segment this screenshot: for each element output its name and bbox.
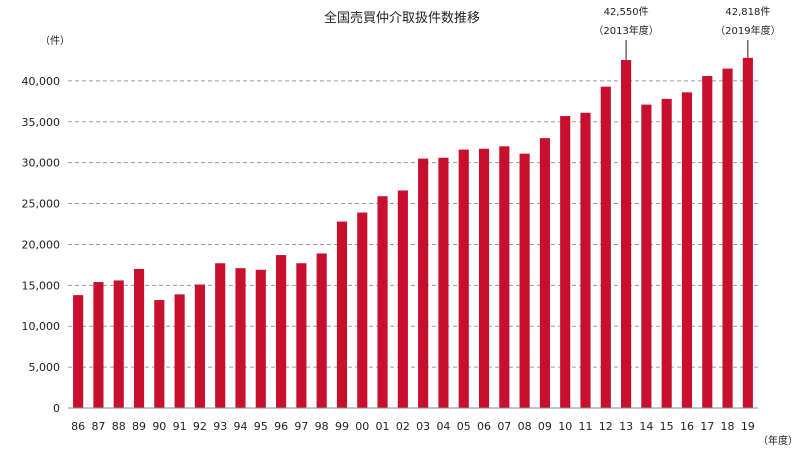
x-tick-label: 98 <box>315 420 329 433</box>
bar <box>458 149 469 409</box>
bar <box>93 282 104 408</box>
x-tick-label: 86 <box>71 420 85 433</box>
y-tick-label: 15,000 <box>22 279 61 292</box>
bar <box>661 98 672 408</box>
y-tick-label: 25,000 <box>22 198 61 211</box>
x-tick-label: 95 <box>254 420 268 433</box>
bar <box>539 138 550 408</box>
x-tick-label: 08 <box>518 420 532 433</box>
bar <box>397 190 408 408</box>
x-tick-label: 13 <box>619 420 633 433</box>
x-tick-label: 06 <box>477 420 491 433</box>
y-axis-ticks: 0 5,000 10,000 15,000 20,000 25,000 30,000 35,0… <box>22 75 61 415</box>
x-tick-label: 15 <box>660 420 674 433</box>
y-tick-label: 20,000 <box>22 238 61 251</box>
bar <box>418 158 429 408</box>
bar <box>255 269 266 408</box>
annotation-period-label: （2013年度） <box>593 24 658 37</box>
x-tick-label: 03 <box>416 420 430 433</box>
x-tick-label: 18 <box>721 420 735 433</box>
bar <box>519 153 530 408</box>
x-tick-label: 10 <box>558 420 572 433</box>
bar <box>174 294 185 408</box>
bar <box>154 300 165 408</box>
x-tick-label: 01 <box>376 420 390 433</box>
x-tick-label: 96 <box>274 420 288 433</box>
bar <box>681 92 693 409</box>
x-tick-label: 87 <box>91 420 105 433</box>
bar <box>215 263 226 408</box>
x-tick-label: 89 <box>132 420 146 433</box>
x-tick-label: 16 <box>680 420 694 433</box>
x-tick-label: 05 <box>457 420 471 433</box>
x-tick-label: 97 <box>294 420 308 433</box>
x-tick-label: 88 <box>112 420 126 433</box>
bar <box>194 284 205 408</box>
x-tick-label: 00 <box>355 420 369 433</box>
bar <box>73 295 84 408</box>
y-tick-label: 5,000 <box>29 361 61 374</box>
y-tick-label: 30,000 <box>22 157 61 170</box>
x-axis-ticks: 86 87 88 89 90 91 92 93 94 95 96 97 98 99 00 01 02 03 04 05… <box>71 420 755 433</box>
bar <box>499 146 510 409</box>
x-tick-label: 02 <box>396 420 410 433</box>
bar <box>276 255 287 408</box>
x-tick-label: 17 <box>700 420 714 433</box>
x-tick-label: 91 <box>173 420 187 433</box>
bar <box>296 263 307 408</box>
y-tick-label: 0 <box>53 402 60 415</box>
bars <box>73 57 753 409</box>
bar <box>742 57 753 409</box>
bar <box>133 268 145 408</box>
bar <box>438 157 449 408</box>
bar <box>560 116 571 408</box>
x-tick-label: 07 <box>497 420 511 433</box>
x-tick-label: 09 <box>538 420 552 433</box>
x-axis-unit-label: （年度） <box>758 434 798 447</box>
bar <box>478 148 490 408</box>
x-tick-label: 90 <box>152 420 166 433</box>
x-tick-label: 12 <box>599 420 613 433</box>
y-tick-label: 35,000 <box>22 116 61 129</box>
chart-title: 全国売買仲介取扱件数推移 <box>324 10 480 26</box>
x-tick-label: 04 <box>436 420 450 433</box>
x-tick-label: 92 <box>193 420 207 433</box>
annotation-period-label: （2019年度） <box>715 24 780 37</box>
bar <box>702 75 713 408</box>
bar <box>113 280 124 408</box>
bar <box>316 253 327 408</box>
x-tick-label: 14 <box>639 420 653 433</box>
bar <box>600 86 611 408</box>
x-tick-label: 93 <box>213 420 227 433</box>
bar <box>621 60 632 409</box>
y-tick-label: 40,000 <box>22 75 61 88</box>
x-tick-label: 99 <box>335 420 349 433</box>
x-tick-label: 94 <box>234 420 248 433</box>
annotations: 42,550件 （2013年度） 42,818件 （2019年度） <box>593 6 781 61</box>
bar <box>641 104 652 409</box>
x-tick-label: 19 <box>741 420 755 433</box>
bar <box>336 221 348 408</box>
y-tick-label: 10,000 <box>22 320 61 333</box>
bar <box>377 196 388 408</box>
x-tick-label: 11 <box>579 420 593 433</box>
annotation-value-label: 42,818件 <box>725 6 770 18</box>
annotation-value-label: 42,550件 <box>604 6 649 18</box>
y-axis-unit-label: （件） <box>40 35 70 47</box>
bar <box>580 112 591 408</box>
bar <box>722 68 733 408</box>
bar <box>357 212 368 408</box>
gridlines <box>68 80 758 368</box>
bar <box>235 268 246 408</box>
